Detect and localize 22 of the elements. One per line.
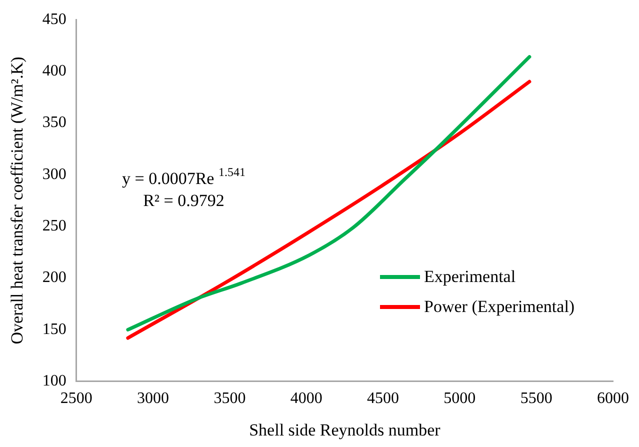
y-tick-label: 200 xyxy=(42,269,66,286)
annotation: R² = 0.9792 xyxy=(143,191,224,210)
annotation: y = 0.0007Re 1.541 xyxy=(122,164,246,188)
y-tick-label: 450 xyxy=(42,10,66,28)
x-tick-label: 5500 xyxy=(520,390,552,408)
x-tick-label: 4000 xyxy=(290,390,322,408)
y-tick-label: 100 xyxy=(42,372,66,390)
y-tick-label: 300 xyxy=(42,166,66,183)
x-tick-label: 2500 xyxy=(60,390,92,408)
x-tick-label: 5000 xyxy=(444,390,476,408)
legend-label: Experimental xyxy=(424,267,516,287)
y-axis-title: Overall heat transfer coefficient (W/m².K) xyxy=(8,56,27,344)
y-tick-label: 250 xyxy=(42,218,66,235)
x-axis-title: Shell side Reynolds number xyxy=(249,420,441,440)
y-tick-label: 150 xyxy=(42,320,66,338)
x-tick-label: 4500 xyxy=(367,390,400,408)
y-tick-label: 350 xyxy=(42,114,66,132)
x-tick-label: 3000 xyxy=(137,390,170,408)
legend-label: Power (Experimental) xyxy=(424,297,575,317)
y-tick-label: 400 xyxy=(42,62,66,80)
x-tick-label: 6000 xyxy=(597,390,629,408)
x-tick-label: 3500 xyxy=(214,390,246,408)
